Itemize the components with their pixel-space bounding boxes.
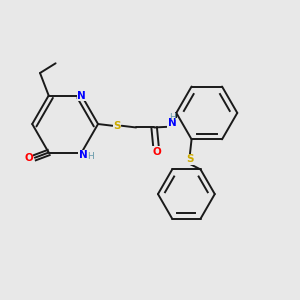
Text: N: N xyxy=(77,91,86,100)
Text: O: O xyxy=(24,153,33,163)
Text: O: O xyxy=(153,147,161,157)
Text: H: H xyxy=(87,152,94,161)
Text: N: N xyxy=(79,150,88,160)
Text: H: H xyxy=(169,112,176,122)
Text: S: S xyxy=(113,121,121,131)
Text: S: S xyxy=(186,154,194,164)
Text: N: N xyxy=(168,118,176,128)
